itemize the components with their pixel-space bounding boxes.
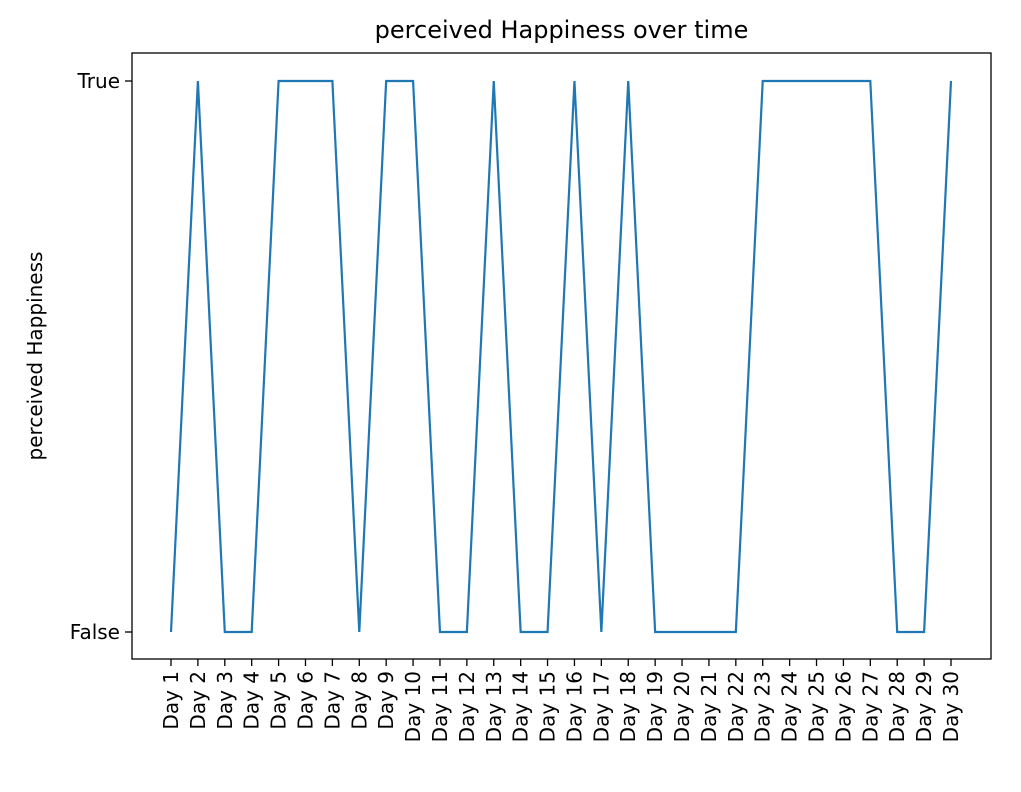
- x-tick-label: Day 9: [374, 671, 398, 730]
- x-tick-label: Day 19: [643, 671, 667, 742]
- x-tick-label: Day 3: [213, 671, 237, 730]
- y-axis-label: perceived Happiness: [23, 252, 47, 461]
- y-axis-ticks: False True: [70, 69, 132, 644]
- x-axis-ticks: Day 1 Day 2 Day 3 Day 4 Day 5 Day 6 Day 7 Day 8…: [159, 659, 963, 742]
- x-tick-label: Day 21: [697, 671, 721, 742]
- x-tick-label: Day 11: [428, 671, 452, 742]
- x-tick-label: Day 23: [751, 671, 775, 742]
- x-tick-label: Day 25: [805, 671, 829, 742]
- y-tick-label: True: [77, 69, 120, 93]
- y-tick-label: False: [70, 620, 120, 644]
- x-tick-label: Day 17: [589, 671, 613, 742]
- x-tick-label: Day 18: [616, 671, 640, 742]
- x-tick-label: Day 27: [858, 671, 882, 742]
- x-tick-label: Day 29: [912, 671, 936, 742]
- x-tick-label: Day 16: [562, 671, 586, 742]
- x-tick-label: Day 14: [509, 671, 533, 742]
- chart-title: perceived Happiness over time: [375, 16, 749, 44]
- series-line: [169, 79, 953, 634]
- x-tick-label: Day 26: [831, 671, 855, 742]
- x-tick-label: Day 24: [778, 671, 802, 742]
- x-tick-label: Day 7: [320, 671, 344, 730]
- x-tick-label: Day 13: [482, 671, 506, 742]
- x-tick-label: Day 4: [240, 671, 264, 730]
- x-tick-label: Day 5: [267, 671, 291, 730]
- x-tick-label: Day 2: [186, 671, 210, 730]
- x-tick-label: Day 8: [347, 671, 371, 730]
- x-tick-label: Day 20: [670, 671, 694, 742]
- x-tick-label: Day 22: [724, 671, 748, 742]
- x-tick-label: Day 30: [939, 671, 963, 742]
- x-tick-label: Day 1: [159, 671, 183, 730]
- x-tick-label: Day 10: [401, 671, 425, 742]
- x-tick-label: Day 6: [293, 671, 317, 730]
- x-tick-label: Day 12: [455, 671, 479, 742]
- x-tick-label: Day 28: [885, 671, 909, 742]
- plot-frame: [131, 52, 992, 660]
- x-tick-label: Day 15: [536, 671, 560, 742]
